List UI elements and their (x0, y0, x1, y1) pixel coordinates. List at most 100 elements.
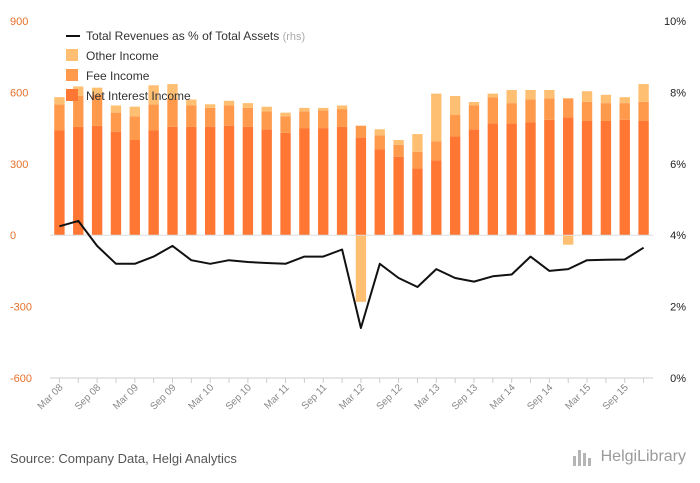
bar-net-interest-9 (223, 125, 235, 236)
bar-other-1 (73, 86, 84, 96)
bar-net-interest-20 (431, 160, 442, 236)
chart: Mar 08 Sep 08 Mar 09 Sep 09 Mar 10 Sep 10 Mar … (10, 16, 686, 413)
bar-fee-0 (54, 104, 65, 131)
x-tick-label: Mar 15 (563, 382, 593, 412)
bar-net-interest-25 (525, 122, 536, 236)
bar-fee-4 (129, 116, 140, 140)
source-note: Source: Company Data, Helgi Analytics (10, 451, 237, 466)
bar-other-20 (431, 93, 442, 142)
bar-fee-29 (600, 103, 612, 121)
bar-other-7 (186, 99, 197, 106)
bar-net-interest-3 (110, 131, 122, 236)
legend-label-nii: Net Interest Income (86, 89, 191, 103)
bar-fee-12 (280, 116, 291, 133)
legend-swatch-fee (66, 69, 78, 81)
left-tick-label: 900 (10, 16, 28, 28)
legend-swatch-other (66, 49, 78, 61)
bar-other-29 (600, 94, 612, 104)
x-tick-label: Mar 08 (36, 382, 66, 412)
left-axis-ticks: -600 -300 0 300 600 900 (10, 16, 32, 385)
bar-fee-11 (261, 111, 272, 130)
x-tick-label: Sep 10 (224, 382, 254, 412)
bars-layer (54, 84, 649, 302)
bar-other-23 (487, 93, 499, 98)
bar-other-16 (355, 235, 367, 302)
bar-fee-3 (110, 112, 122, 132)
bar-other-21 (449, 95, 461, 116)
legend-swatch-nii (66, 89, 78, 101)
x-tick-label: Mar 12 (337, 382, 367, 412)
bar-fee-26 (544, 98, 555, 120)
bar-other-19 (412, 134, 423, 152)
bar-net-interest-28 (581, 120, 593, 236)
bar-net-interest-31 (638, 120, 649, 236)
bar-other-3 (110, 105, 122, 113)
bar-fee-30 (619, 103, 630, 120)
revenue-ratio-line (59, 219, 645, 329)
x-tick-label: Mar 14 (488, 382, 518, 412)
bar-net-interest-27 (563, 117, 574, 236)
bar-net-interest-16 (355, 137, 367, 236)
bar-net-interest-29 (600, 120, 612, 236)
right-tick-label: 10% (664, 16, 686, 28)
bar-net-interest-26 (544, 119, 555, 236)
bar-fee-8 (204, 107, 216, 127)
left-tick-label: 300 (10, 159, 28, 171)
left-tick-label: -600 (10, 373, 32, 385)
bar-fee-16 (355, 125, 367, 138)
bar-fee-1 (73, 95, 84, 127)
bar-fee-22 (468, 105, 480, 130)
bar-other-22 (468, 101, 480, 106)
bar-fee-14 (318, 110, 329, 129)
legend-label-other: Other Income (86, 49, 159, 63)
bar-fee-18 (393, 144, 404, 157)
bar-fee-19 (412, 151, 423, 169)
bar-net-interest-21 (449, 136, 461, 236)
right-tick-label: 2% (670, 302, 686, 314)
bar-net-interest-12 (280, 132, 291, 236)
bar-net-interest-13 (299, 128, 310, 236)
right-tick-label: 8% (670, 87, 686, 99)
right-axis-ticks: 0% 2% 4% 6% 8% 10% (664, 16, 686, 385)
x-tick-label: Sep 09 (148, 382, 178, 412)
bar-other-25 (525, 90, 536, 100)
bar-other-26 (544, 90, 555, 99)
left-tick-label: 0 (10, 230, 16, 242)
right-tick-label: 4% (670, 230, 686, 242)
bar-other-9 (223, 100, 235, 106)
bar-other-30 (619, 97, 630, 104)
bar-fee-6 (167, 98, 178, 127)
right-tick-label: 6% (670, 159, 686, 171)
bar-net-interest-14 (318, 128, 329, 236)
bar-net-interest-0 (54, 130, 65, 236)
bar-fee-13 (299, 111, 310, 129)
bar-other-18 (393, 140, 404, 145)
library-icon (572, 448, 595, 466)
bar-other-17 (374, 129, 385, 136)
bar-fee-28 (581, 101, 593, 121)
bar-other-8 (204, 104, 216, 108)
x-tick-label: Mar 11 (262, 382, 292, 412)
left-tick-label: -300 (10, 302, 32, 314)
bar-net-interest-15 (336, 126, 348, 236)
bar-other-4 (129, 106, 140, 117)
bar-other-0 (54, 97, 65, 105)
bar-other-12 (280, 112, 291, 117)
legend: Total Revenues as % of Total Assets (rhs… (66, 29, 305, 103)
x-tick-label: Sep 13 (450, 382, 480, 412)
bar-net-interest-22 (468, 129, 480, 236)
bar-net-interest-2 (91, 125, 103, 236)
bar-net-interest-18 (393, 156, 404, 236)
bar-net-interest-7 (186, 126, 197, 236)
bar-fee-20 (431, 141, 442, 161)
bar-net-interest-8 (204, 126, 216, 236)
x-tick-label: Sep 14 (525, 382, 555, 412)
bar-net-interest-6 (167, 126, 178, 236)
bar-net-interest-11 (261, 129, 272, 236)
bar-other-10 (242, 103, 254, 108)
bar-net-interest-19 (412, 168, 423, 236)
bar-fee-10 (242, 107, 254, 127)
x-tick-label: Mar 10 (187, 382, 217, 412)
legend-label-fee: Fee Income (86, 69, 150, 83)
bar-net-interest-17 (374, 149, 385, 236)
